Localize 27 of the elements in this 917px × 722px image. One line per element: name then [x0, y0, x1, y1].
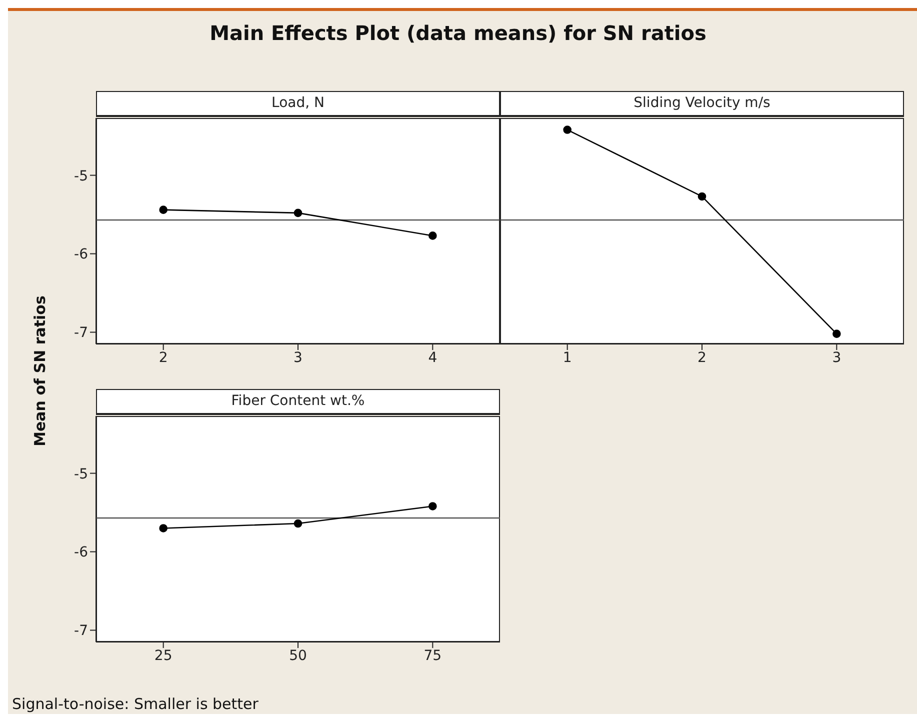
x-tick-label: 4: [428, 350, 438, 366]
point: [428, 232, 437, 240]
x-tick-label: 25: [154, 648, 172, 664]
point: [159, 524, 168, 532]
point: [294, 208, 302, 218]
point: [159, 206, 168, 214]
text: Signal-to-noise: Smaller is better: [12, 695, 258, 713]
y-tick-label: -6: [74, 544, 88, 561]
y-tick-label: -7: [74, 325, 88, 342]
point: [428, 502, 437, 510]
y-tick-label: -6: [74, 246, 88, 263]
x-axis-title: Fiber Content wt.%: [96, 389, 500, 415]
x-axis-title: Load, N: [96, 91, 500, 117]
x-tick-label: 3: [294, 350, 302, 366]
point: [294, 519, 302, 528]
x-axis-title: Sliding Velocity m/s: [500, 91, 904, 117]
y-tick-label: -5: [74, 466, 88, 482]
x-tick-label: 2: [698, 350, 706, 366]
y-tick-label: -7: [74, 623, 88, 640]
chart-title: Main Effects Plot (data means) for SN ratios: [208, 21, 708, 45]
y-axis-title: Mean of SN ratios: [31, 296, 49, 446]
x-tick-label: 1: [562, 350, 572, 366]
x-tick-label: 3: [832, 350, 842, 366]
x-tick-label: 50: [289, 648, 307, 664]
y-tick-label: -5: [74, 168, 88, 184]
x-tick-label: 75: [424, 648, 442, 664]
x-tick-label: 2: [158, 350, 168, 366]
